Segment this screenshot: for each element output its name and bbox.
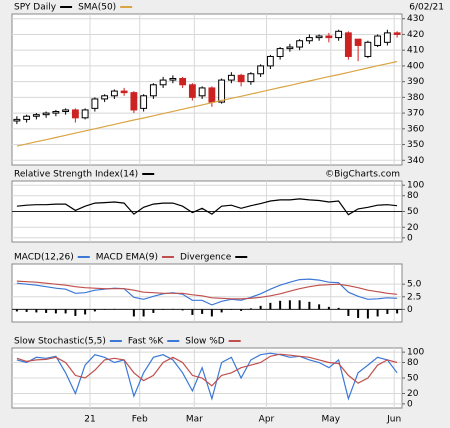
x-tick-label: 21 — [84, 415, 95, 425]
legend-label: SMA(50) — [78, 3, 116, 13]
candle-body — [383, 32, 391, 43]
candle-body — [169, 77, 177, 81]
credit: ©BigCharts.com — [325, 170, 400, 180]
candle-body — [218, 79, 226, 103]
y-tick-label: 380 — [407, 93, 424, 103]
candle-body — [188, 84, 196, 98]
candle-body — [198, 87, 206, 97]
y-tick-label: 100 — [407, 181, 424, 191]
y-tick-label: 0 — [407, 399, 413, 409]
y-tick-label: 80 — [407, 191, 419, 201]
x-tick-label: Feb — [132, 415, 148, 425]
candle-body — [159, 79, 167, 86]
candle-body — [315, 35, 323, 39]
candle-body — [52, 111, 60, 114]
candle-body — [393, 32, 401, 35]
legend-label: MACD(12,26) — [14, 253, 74, 263]
candle-body — [179, 77, 187, 86]
y-tick-label: 340 — [407, 156, 424, 166]
date-label: 6/02/21 — [409, 3, 444, 13]
y-tick-label: 0 — [407, 233, 413, 243]
panel — [11, 13, 403, 166]
candle-body — [62, 109, 70, 113]
candle-body — [335, 30, 343, 39]
y-tick-label: 420 — [407, 30, 424, 40]
series-line — [16, 352, 398, 401]
candle-body — [32, 114, 40, 117]
y-tick-label: 50 — [407, 374, 419, 384]
candle-body — [13, 118, 21, 122]
panel-title: SPY Daily — [14, 3, 57, 13]
candle-body — [120, 90, 128, 94]
candle-body — [344, 32, 352, 57]
y-tick-label: 100 — [407, 348, 424, 358]
candle-body — [325, 35, 333, 39]
y-tick-label: 430 — [407, 14, 424, 24]
x-tick-label: Apr — [259, 415, 275, 425]
panel — [11, 263, 403, 323]
y-tick-label: 2.5 — [407, 292, 421, 302]
legend-label: Divergence — [180, 253, 232, 263]
y-tick-label: 410 — [407, 46, 424, 56]
y-tick-label: 400 — [407, 61, 424, 71]
candle-body — [305, 37, 313, 42]
candle-body — [237, 74, 245, 83]
candle-body — [101, 95, 109, 100]
y-tick-label: 390 — [407, 77, 424, 87]
candle-body — [364, 41, 372, 57]
candle-body — [23, 115, 31, 120]
y-tick-label: 80 — [407, 358, 419, 368]
y-tick-label: 0 — [407, 305, 413, 315]
candle-body — [140, 95, 148, 109]
candle-body — [354, 38, 362, 46]
candle-body — [227, 74, 235, 81]
series-line — [16, 353, 398, 387]
legend-label: Fast %K — [128, 337, 164, 347]
candle-body — [149, 84, 157, 97]
candle-body — [374, 35, 382, 46]
y-tick-label: 50 — [407, 207, 419, 217]
candle-body — [296, 40, 304, 48]
legend-label: Slow %D — [185, 337, 224, 347]
series-line — [16, 280, 398, 300]
panel-title: Relative Strength Index(14) — [14, 170, 138, 180]
candle-body — [42, 112, 50, 116]
panel-title: Slow Stochastic(5,5) — [14, 337, 106, 347]
candle-body — [257, 65, 265, 75]
candle-body — [130, 92, 138, 111]
x-tick-label: Jun — [386, 415, 401, 425]
candle-body — [71, 109, 79, 119]
candle-body — [81, 109, 89, 119]
series-line — [16, 278, 398, 306]
y-tick-label: 360 — [407, 124, 424, 134]
candle-body — [110, 90, 118, 97]
series-line — [16, 198, 398, 216]
x-tick-label: Mar — [186, 415, 203, 425]
y-tick-label: 370 — [407, 109, 424, 119]
candle-body — [91, 98, 99, 109]
candle-body — [286, 46, 294, 50]
series-line — [16, 60, 398, 147]
legend-label: MACD EMA(9) — [96, 253, 158, 263]
x-tick-label: May — [322, 415, 341, 425]
y-tick-label: 350 — [407, 140, 424, 150]
candle-body — [247, 73, 255, 83]
candle-body — [276, 48, 284, 57]
candle-body — [208, 87, 216, 103]
y-tick-label: 5.0 — [407, 280, 422, 290]
candle-body — [266, 55, 274, 67]
y-tick-label: 20 — [407, 389, 419, 399]
y-tick-label: 20 — [407, 223, 419, 233]
